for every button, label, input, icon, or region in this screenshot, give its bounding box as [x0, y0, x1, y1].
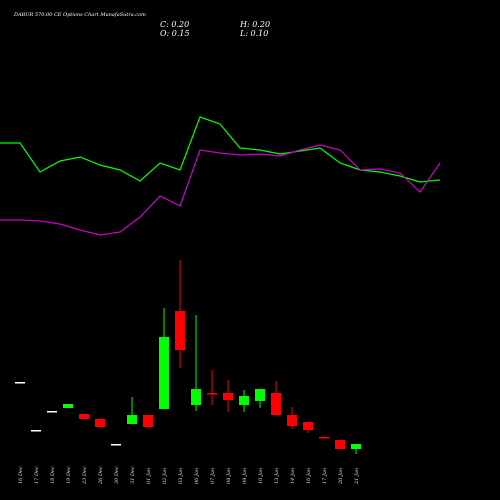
- candle-body: [175, 311, 185, 350]
- x-tick-label: 23 Dec: [82, 466, 88, 485]
- candle-body: [335, 440, 345, 449]
- indicator-line: [0, 144, 441, 236]
- x-tick-label: 02 Jan: [162, 468, 168, 484]
- candle-body: [239, 396, 249, 405]
- x-tick-label: 19 Dec: [66, 466, 72, 484]
- candle-body: [63, 404, 73, 408]
- x-tick-label: 26 Dec: [98, 466, 104, 485]
- candle-body: [207, 393, 217, 395]
- candle-body: [127, 415, 137, 424]
- x-tick-label: 31 Dec: [130, 466, 136, 484]
- chart-title: DABUR 570.00 CE Options Chart MunafaSutr…: [13, 12, 146, 18]
- candle-body: [271, 393, 281, 415]
- indicator-line: [0, 116, 441, 183]
- candle-body: [255, 389, 265, 401]
- candle-body: [79, 414, 89, 419]
- open-info: O: 0.15: [160, 29, 190, 38]
- x-tick-label: 13 Jan: [274, 468, 280, 484]
- x-tick-label: 17 Jan: [322, 468, 328, 484]
- candle-body: [191, 389, 201, 405]
- candle-body: [303, 422, 313, 430]
- low-info: L: 0.10: [239, 29, 268, 38]
- x-tick-label: 20 Jan: [338, 468, 344, 485]
- candle-body: [143, 415, 153, 427]
- x-tick-label: 03 Jan: [178, 468, 184, 484]
- x-tick-label: 17 Dec: [34, 466, 40, 484]
- x-tick-label: 30 Dec: [114, 466, 120, 484]
- x-tick-label: 07 Jan: [210, 468, 216, 484]
- candle-body: [111, 444, 121, 446]
- x-tick-label: 09 Jan: [242, 468, 248, 484]
- high-info: H: 0.20: [239, 20, 270, 29]
- x-tick-label: 18 Dec: [50, 466, 56, 484]
- candle-body: [159, 337, 169, 409]
- x-tick-label: 14 Jan: [290, 468, 296, 484]
- x-tick-label: 06 Jan: [194, 468, 200, 484]
- x-tick-label: 21 Jan: [354, 468, 360, 485]
- candle-body: [15, 382, 25, 384]
- x-tick-label: 16 Dec: [18, 466, 24, 484]
- candle-body: [31, 430, 41, 432]
- candle-body: [287, 415, 297, 426]
- candle-body: [351, 444, 361, 449]
- candle-body: [95, 419, 105, 427]
- x-tick-label: 01 Jan: [146, 468, 152, 484]
- candle-body: [319, 437, 329, 439]
- x-tick-label: 10 Jan: [258, 468, 264, 484]
- candle-body: [47, 411, 57, 413]
- close-info: C: 0.20: [160, 20, 189, 29]
- candle-body: [223, 393, 233, 400]
- x-tick-label: 16 Jan: [306, 468, 312, 484]
- x-tick-label: 08 Jan: [226, 468, 232, 484]
